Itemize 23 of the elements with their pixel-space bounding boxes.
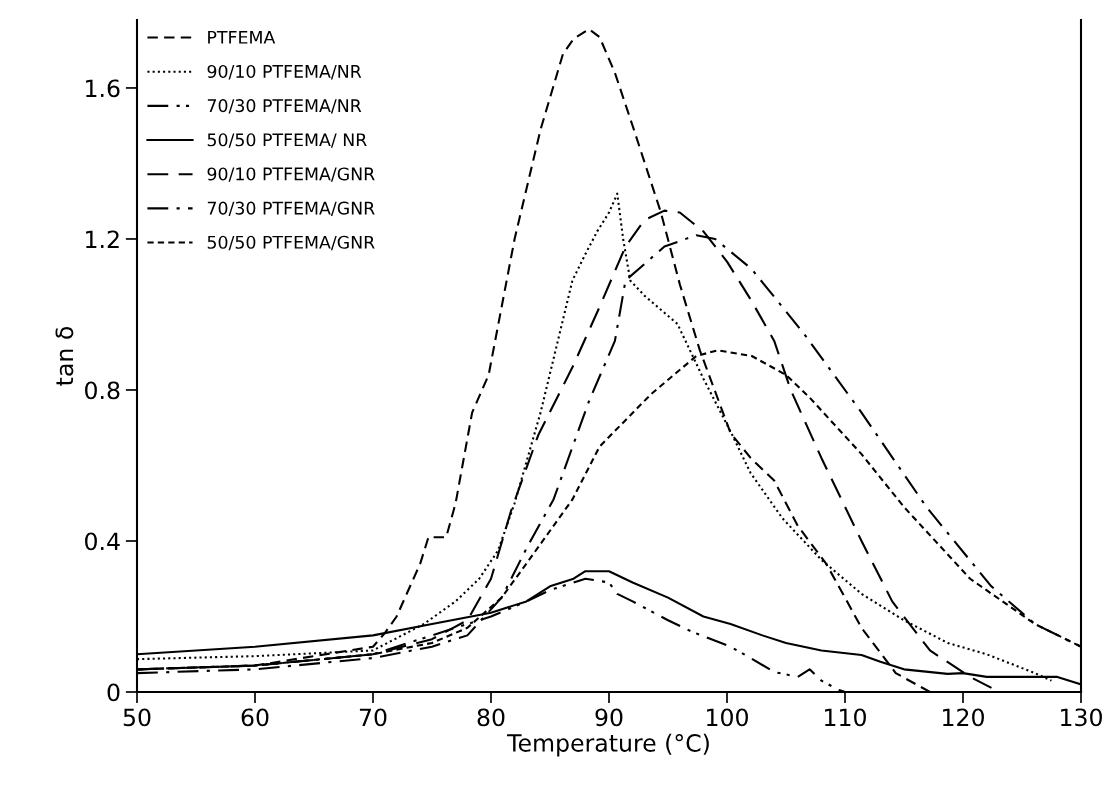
x-tick-label: 80 bbox=[477, 708, 505, 727]
x-tick-label: 110 bbox=[825, 708, 866, 727]
legend-label: 70/30 PTFEMA/GNR bbox=[207, 201, 375, 217]
x-tick-label: 120 bbox=[943, 708, 984, 727]
x-tick-label: 70 bbox=[359, 708, 387, 727]
y-axis-title: tan δ bbox=[55, 326, 74, 386]
y-tick-label: 1.6 bbox=[86, 79, 120, 98]
legend-label: 50/50 PTFEMA/GNR bbox=[207, 235, 375, 251]
x-tick-label: 130 bbox=[1061, 708, 1102, 727]
x-tick-label: 50 bbox=[123, 708, 151, 727]
x-tick-label: 90 bbox=[595, 708, 623, 727]
y-tick-label: 1.2 bbox=[86, 230, 119, 248]
legend-label: 90/10 PTFEMA/NR bbox=[207, 64, 362, 80]
x-axis-title: Temperature (°C) bbox=[507, 733, 709, 757]
legend-label: 70/30 PTFEMA/NR bbox=[207, 99, 362, 114]
legend-label: 50/50 PTFEMA/ NR bbox=[207, 133, 367, 148]
legend-label: PTFEMA bbox=[208, 30, 276, 44]
x-tick-label: 100 bbox=[707, 708, 748, 727]
x-tick-label: 60 bbox=[241, 708, 269, 727]
y-tick-label: 0.8 bbox=[85, 381, 120, 400]
legend-label: 90/10 PTFEMA/GNR bbox=[207, 167, 375, 182]
y-tick-label: 0.4 bbox=[85, 532, 120, 551]
y-tick-label: 0 bbox=[107, 683, 120, 702]
